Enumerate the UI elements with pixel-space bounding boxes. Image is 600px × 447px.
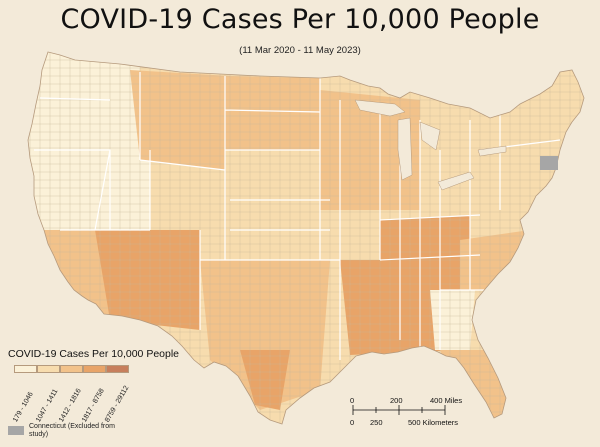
- legend-swatch-3: [60, 365, 83, 373]
- scale-miles-400: 400 Miles: [430, 396, 463, 405]
- scale-bar: [352, 405, 446, 415]
- state-boundaries: [34, 72, 561, 360]
- map-title: COVID-19 Cases Per 10,000 People: [60, 4, 540, 35]
- legend-swatch-4: [83, 365, 106, 373]
- scale-km-250: 250: [370, 418, 383, 427]
- map-subtitle: (11 Mar 2020 - 11 May 2023): [239, 45, 361, 56]
- lake-huron: [419, 121, 441, 151]
- excluded-swatch: [8, 426, 24, 435]
- connecticut-excluded: [540, 156, 558, 170]
- legend-swatch-2: [37, 365, 60, 373]
- scale-miles-200: 200: [390, 396, 403, 405]
- scale-km-500: 500 Kilometers: [408, 418, 459, 427]
- legend-swatch-5: [106, 365, 129, 373]
- lake-superior: [354, 99, 406, 117]
- us-outline: [27, 51, 585, 425]
- legend-swatch-1: [14, 365, 37, 373]
- scale-km-0: 0: [350, 418, 355, 427]
- scale-miles-0: 0: [350, 396, 355, 405]
- lake-michigan: [397, 117, 413, 181]
- lake-erie: [437, 171, 475, 191]
- lake-ontario: [477, 145, 507, 157]
- legend-title: COVID-19 Cases Per 10,000 People: [8, 348, 180, 360]
- excluded-label: Connecticut (Excluded from study): [29, 423, 115, 438]
